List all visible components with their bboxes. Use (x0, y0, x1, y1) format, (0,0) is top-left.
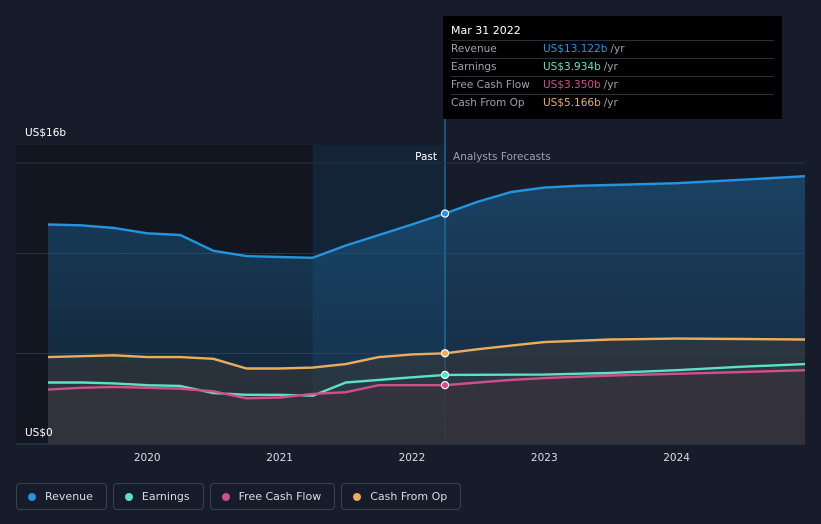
tooltip-date: Mar 31 2022 (451, 24, 521, 37)
tooltip-row-cash-from-op: Cash From Op US$5.166b /yr (451, 94, 774, 112)
hover-tooltip: Mar 31 2022 Revenue US$13.122b /yr Earni… (443, 16, 782, 119)
tooltip-value: US$13.122b (543, 43, 608, 55)
revenue-dot-icon (28, 492, 36, 501)
tooltip-label: Earnings (451, 61, 497, 73)
area-free-cash-flow (48, 370, 805, 444)
tooltip-label: Cash From Op (451, 97, 525, 109)
x-tick-label: 2022 (399, 452, 426, 464)
x-tick-label: 2023 (531, 452, 558, 464)
forecast-label: Analysts Forecasts (453, 151, 551, 163)
x-tick-label: 2021 (266, 452, 293, 464)
tooltip-unit: /yr (603, 97, 618, 109)
x-tick-label: 2024 (663, 452, 690, 464)
tooltip-row-revenue: Revenue US$13.122b /yr (451, 40, 774, 58)
legend-label: Earnings (141, 490, 190, 503)
legend-label: Cash From Op (370, 490, 448, 503)
line-earnings (48, 362, 806, 397)
legend-item-free-cash-flow[interactable]: Free Cash Flow (209, 483, 336, 510)
legend-item-revenue[interactable]: Revenue (16, 483, 107, 510)
free-cash-flow-dot-icon (221, 492, 230, 501)
past-label: Past (415, 151, 437, 163)
tooltip-unit: /yr (603, 79, 618, 91)
y-axis-top-label: US$16b (25, 127, 66, 139)
cash-from-op-dot-icon (353, 492, 362, 501)
y-axis-bottom-label: US$0 (25, 427, 53, 439)
tooltip-label: Free Cash Flow (451, 79, 530, 91)
tooltip-value: US$3.350b (543, 79, 601, 91)
tooltip-value: US$5.166b (543, 97, 601, 109)
earnings-dot-icon (124, 492, 133, 501)
tooltip-value: US$3.934b (543, 61, 601, 73)
marker-free-cash-flow (440, 380, 450, 390)
line-free-cash-flow (47, 369, 806, 400)
chart-legend: Revenue Earnings Free Cash Flow Cash Fro… (16, 483, 462, 512)
marker-revenue (440, 209, 450, 218)
tooltip-row-free-cash-flow: Free Cash Flow US$3.350b /yr (451, 76, 774, 94)
marker-earnings (440, 370, 450, 380)
line-revenue (47, 175, 806, 259)
legend-item-earnings[interactable]: Earnings (112, 483, 204, 510)
tooltip-unit: /yr (610, 43, 625, 55)
marker-cash-from-op (440, 349, 450, 358)
legend-item-cash-from-op[interactable]: Cash From Op (341, 483, 462, 510)
x-tick-label: 2020 (134, 452, 161, 464)
line-cash-from-op (47, 337, 806, 370)
tooltip-label: Revenue (451, 43, 497, 55)
legend-label: Revenue (45, 490, 93, 503)
tooltip-unit: /yr (603, 61, 618, 73)
tooltip-row-earnings: Earnings US$3.934b /yr (451, 58, 774, 76)
legend-label: Free Cash Flow (238, 490, 322, 503)
